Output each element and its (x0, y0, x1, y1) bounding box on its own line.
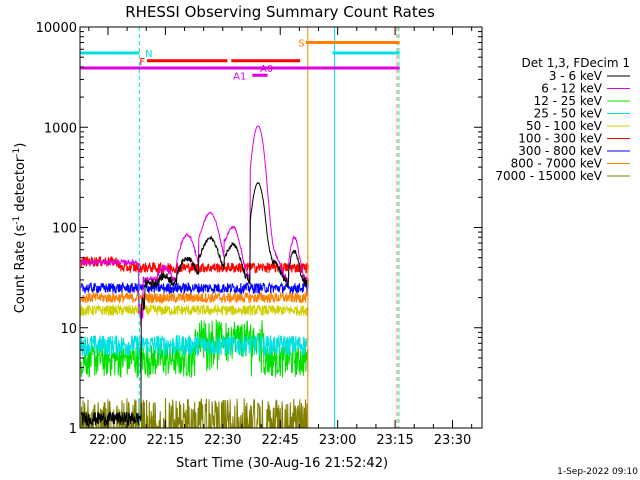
legend-label-100-300-kev: 100 - 300 keV (518, 132, 602, 146)
x-tick-label: 23:00 (319, 433, 356, 448)
series-line-6-12-kev (80, 125, 309, 328)
x-tick-label: 23:15 (376, 433, 413, 448)
x-tick-label: 22:45 (261, 433, 298, 448)
series-line-12-25-kev (80, 319, 309, 379)
legend-label-3-6-kev: 3 - 6 keV (549, 69, 603, 83)
series-line-800-7000-kev (80, 291, 309, 305)
y-tick-label: 10 (60, 322, 77, 337)
plot-area: N S F A0 A1 22:00 22:15 22:30 22:45 23:00 23:15 23:… (36, 21, 483, 448)
legend-label-300-800-kev: 300 - 800 keV (518, 144, 602, 158)
series-line-3-6-kev (80, 181, 309, 428)
legend-label-25-50-kev: 25 - 50 keV (534, 107, 603, 121)
y-tick-label: 1 (69, 422, 77, 437)
y-tick-label: 10000 (36, 21, 77, 36)
flag-label-n: N (145, 49, 152, 60)
series-line-300-800-kev (80, 281, 309, 296)
y-tick-label: 100 (52, 222, 77, 237)
series-line-25-50-kev (80, 334, 309, 357)
legend-label-6-12-kev: 6 - 12 keV (541, 82, 603, 96)
flag-label-s: S (298, 39, 304, 50)
legend-label-7000-15000-kev: 7000 - 15000 keV (495, 169, 602, 183)
legend-label-50-100-kev: 50 - 100 keV (526, 119, 603, 133)
x-tick-label: 23:30 (434, 433, 471, 448)
x-tick-label: 22:15 (147, 433, 184, 448)
flag-label-f: F (139, 57, 145, 68)
x-tick-label: 22:30 (204, 433, 241, 448)
y-axis-label: Count Rate (s-1 detector-1) (12, 143, 28, 314)
y-tick-label: 1000 (44, 121, 77, 136)
chart-title: RHESSI Observing Summary Count Rates (125, 3, 435, 21)
legend-title: Det 1,3, FDecim 1 (522, 56, 630, 70)
flag-label-a0: A0 (260, 64, 273, 75)
legend-label-12-25-kev: 12 - 25 keV (534, 94, 603, 108)
series-line-7000-15000-kev (80, 397, 309, 428)
x-tick-label: 22:00 (89, 433, 126, 448)
date-stamp: 1-Sep-2022 09:10 (557, 467, 638, 477)
x-axis-label: Start Time (30-Aug-16 21:52:42) (176, 456, 388, 471)
series-line-50-100-kev (80, 303, 309, 318)
flag-label-a1: A1 (233, 71, 246, 82)
legend-label-800-7000-kev: 800 - 7000 keV (511, 157, 603, 171)
series-group (80, 27, 400, 428)
